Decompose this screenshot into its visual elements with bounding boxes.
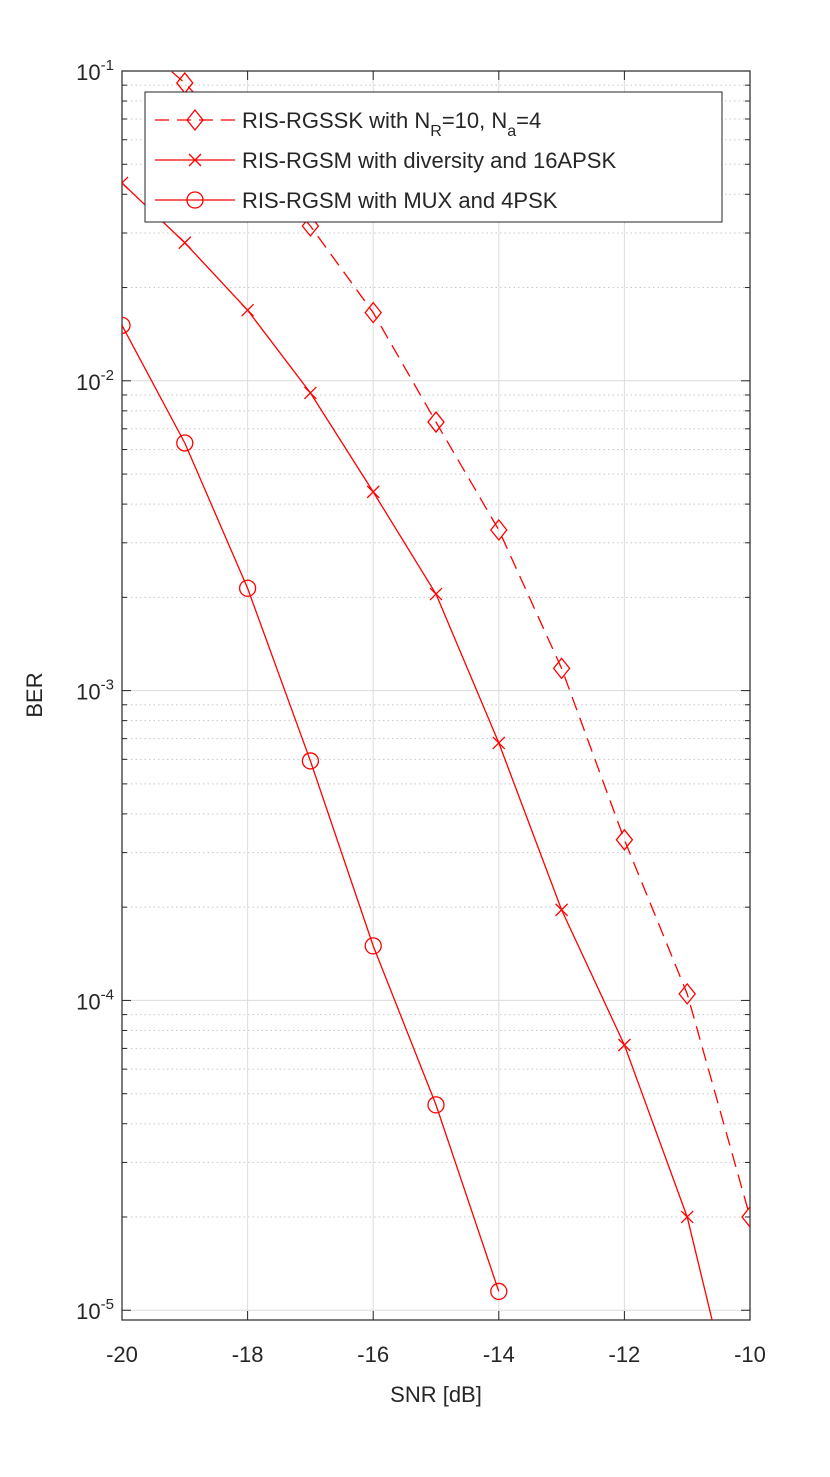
x-axis-label: SNR [dB] [390,1382,482,1407]
circle-marker [427,1096,445,1114]
legend-label: RIS-RGSSK with NR=10, Na=4 [242,108,541,140]
x-tick-label: -12 [609,1342,641,1367]
circle-marker [122,316,131,335]
circle-marker [238,579,257,597]
y-tick-label: 10-1 [76,57,114,85]
x-marker [303,386,317,400]
y-tick-base: 10 [76,370,100,395]
legend-label-part: =10, N [442,108,507,133]
circle-marker [490,1282,508,1301]
y-tick-base: 10 [76,680,100,705]
y-tick-label: 10-4 [76,986,114,1014]
diamond-marker [489,518,508,542]
legend-box [144,91,723,223]
legend-label-part: RIS-RGSSK with N [242,108,430,133]
x-marker [617,1038,631,1052]
x-marker [429,587,443,601]
x-tick-label: -10 [734,1342,766,1367]
x-tick-label: -20 [106,1342,138,1367]
legend-label: RIS-RGSM with diversity and 16APSK [242,148,616,173]
diamond-marker [741,1205,750,1229]
series-line [122,325,500,1292]
diamond-marker [678,982,697,1005]
diamond-marker [552,657,571,680]
y-tick-label: 10-3 [76,677,114,705]
y-tick-exponent: -4 [101,986,114,1003]
plot-frame [121,70,751,1321]
x-marker [680,1210,694,1224]
y-tick-exponent: -1 [101,57,114,74]
circle-marker [301,752,320,770]
y-tick-base: 10 [76,60,100,85]
x-marker [366,485,380,499]
x-tick-label: -18 [232,1342,264,1367]
legend-label-part: a [507,123,516,140]
legend-label-part: =4 [516,108,541,133]
circle-marker [364,937,382,955]
y-tick-label: 10-2 [76,367,114,395]
y-tick-base: 10 [76,989,100,1014]
x-marker [178,236,192,250]
y-tick-base: 10 [76,1299,100,1324]
y-tick-exponent: -5 [101,1296,114,1313]
x-marker [492,736,506,750]
legend-label: RIS-RGSM with MUX and 4PSK [242,188,558,213]
y-tick-exponent: -2 [101,367,114,384]
x-marker [188,153,202,167]
diamond-marker [427,411,445,434]
y-tick-label: 10-5 [76,1296,114,1324]
x-marker [241,303,255,317]
diamond-marker [186,108,204,132]
y-axis-label: BER [22,672,47,717]
x-tick-label: -14 [483,1342,515,1367]
x-tick-label: -16 [357,1342,389,1367]
y-tick-exponent: -3 [101,677,114,694]
x-marker [122,176,129,190]
diamond-marker [615,828,634,851]
circle-marker [176,434,194,452]
diamond-marker [301,214,320,238]
circle-marker [186,191,204,209]
legend-label-part: R [430,123,442,140]
x-marker [555,903,569,917]
diamond-marker [364,301,383,324]
